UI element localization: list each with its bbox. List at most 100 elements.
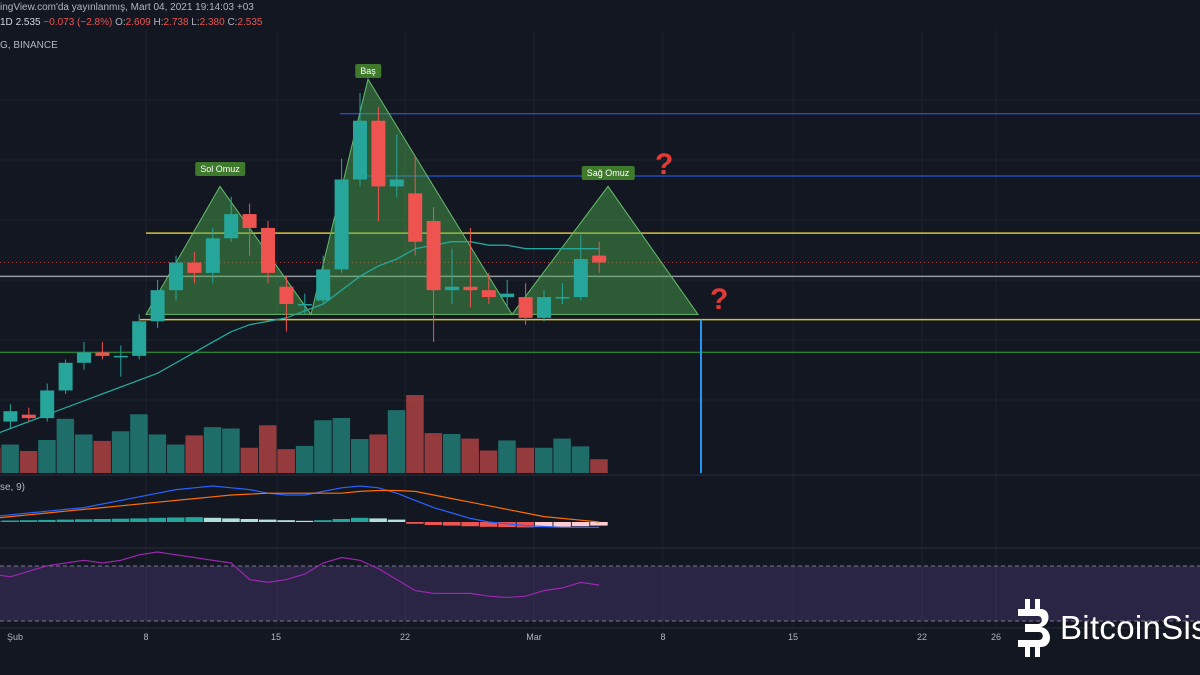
right-shoulder-triangle bbox=[511, 185, 699, 315]
volume-bars bbox=[0, 395, 608, 473]
macd-histogram-bar bbox=[38, 519, 56, 522]
candle bbox=[261, 221, 275, 284]
macd-histogram-bar bbox=[93, 519, 111, 522]
macd-histogram-bar bbox=[277, 520, 295, 522]
volume-bar bbox=[56, 418, 75, 473]
close-value: 2.535 bbox=[237, 17, 263, 28]
macd-histogram-bar bbox=[479, 522, 498, 527]
candle bbox=[77, 342, 91, 370]
candle bbox=[187, 252, 202, 284]
candle-body bbox=[445, 286, 459, 291]
macd-histogram-bar bbox=[1, 520, 19, 522]
macd-pane bbox=[0, 485, 608, 529]
macd-histogram-bar bbox=[571, 522, 590, 527]
volume-bar bbox=[369, 434, 387, 473]
volume-bar bbox=[571, 446, 590, 473]
candle-body bbox=[518, 297, 533, 318]
symbol-label: G, BINANCE bbox=[0, 40, 58, 51]
volume-bar bbox=[167, 444, 185, 473]
candle bbox=[481, 272, 496, 304]
volume-bar bbox=[295, 445, 314, 473]
candle-body bbox=[426, 221, 441, 291]
candle bbox=[463, 227, 478, 308]
high-label: H: bbox=[153, 17, 164, 28]
macd-histogram-bar bbox=[56, 519, 75, 522]
macd-line bbox=[0, 485, 600, 529]
macd-histogram-bar bbox=[259, 519, 277, 522]
candle-body bbox=[3, 411, 18, 422]
volume-bar bbox=[498, 440, 516, 473]
published-info: ingView.com'da yayınlanmış, Mart 04, 202… bbox=[0, 2, 254, 13]
candle-body bbox=[113, 355, 128, 358]
candle bbox=[537, 290, 551, 322]
bitcoin-logo-icon bbox=[1018, 599, 1050, 657]
candle-body bbox=[95, 352, 110, 356]
volume-bar bbox=[203, 427, 222, 473]
candle bbox=[224, 196, 239, 242]
candle bbox=[518, 283, 533, 325]
ohlc-header: 1D 2.535 −0.073 (−2.8%) O:2.609 H:2.738 … bbox=[0, 17, 262, 28]
candle bbox=[500, 279, 515, 308]
macd-histogram-bar bbox=[148, 517, 167, 522]
candle bbox=[132, 314, 147, 360]
macd-histogram-bar bbox=[406, 522, 424, 524]
macd-histogram-bar bbox=[222, 518, 240, 522]
macd-label: se, 9) bbox=[0, 482, 26, 493]
last-price: 2.535 bbox=[15, 17, 41, 28]
volume-bar bbox=[332, 417, 351, 473]
candle bbox=[371, 106, 386, 221]
x-tick-label: 8 bbox=[143, 632, 148, 642]
candle-body bbox=[58, 362, 73, 391]
candle-body bbox=[371, 120, 386, 187]
head-label[interactable]: Baş bbox=[355, 64, 381, 78]
candle bbox=[297, 293, 312, 315]
volume-bar bbox=[93, 440, 111, 473]
candle bbox=[389, 134, 404, 197]
volume-bar bbox=[259, 425, 277, 473]
volume-bar bbox=[351, 439, 369, 473]
question-mark-2[interactable]: ? bbox=[710, 283, 729, 316]
candle-body bbox=[353, 120, 367, 180]
candle bbox=[58, 359, 73, 394]
macd-histogram-bar bbox=[167, 517, 185, 522]
x-tick-label: 22 bbox=[917, 632, 927, 642]
macd-histogram-bar bbox=[19, 520, 38, 522]
candle-body bbox=[573, 259, 588, 298]
volume-bar bbox=[461, 438, 479, 473]
moving-average bbox=[0, 241, 600, 434]
candle-body bbox=[481, 290, 496, 298]
candle bbox=[353, 93, 367, 187]
candle-body bbox=[187, 262, 202, 273]
candle-body bbox=[261, 227, 275, 273]
left-shoulder-label[interactable]: Sol Omuz bbox=[195, 162, 245, 176]
rsi-pane bbox=[0, 551, 1200, 622]
candle-body bbox=[169, 262, 183, 291]
volume-bar bbox=[130, 414, 148, 473]
candle-body bbox=[592, 255, 607, 263]
volume-bar bbox=[443, 434, 461, 473]
macd-histogram-bar bbox=[443, 522, 461, 526]
volume-bar bbox=[222, 428, 240, 473]
volume-bar bbox=[406, 395, 424, 473]
rsi-band bbox=[0, 566, 1200, 621]
high-value: 2.738 bbox=[163, 17, 189, 28]
question-mark-1[interactable]: ? bbox=[655, 148, 674, 181]
x-tick-label: 15 bbox=[271, 632, 281, 642]
macd-histogram-bar bbox=[185, 517, 203, 522]
candle-body bbox=[279, 286, 294, 304]
candle-body bbox=[408, 193, 423, 242]
candle bbox=[592, 241, 607, 273]
x-tick-label: 8 bbox=[660, 632, 665, 642]
right-shoulder-label[interactable]: Sağ Omuz bbox=[581, 166, 635, 180]
candle-body bbox=[389, 179, 404, 187]
volume-bar bbox=[75, 434, 93, 473]
candle-body bbox=[297, 304, 312, 306]
candle bbox=[445, 248, 459, 304]
volume-bar bbox=[387, 410, 406, 473]
macd-histogram-bar bbox=[240, 519, 259, 522]
volume-bar bbox=[424, 433, 443, 473]
candle bbox=[426, 207, 441, 343]
candle-body bbox=[40, 390, 55, 419]
interval-label: 1D bbox=[0, 17, 13, 28]
